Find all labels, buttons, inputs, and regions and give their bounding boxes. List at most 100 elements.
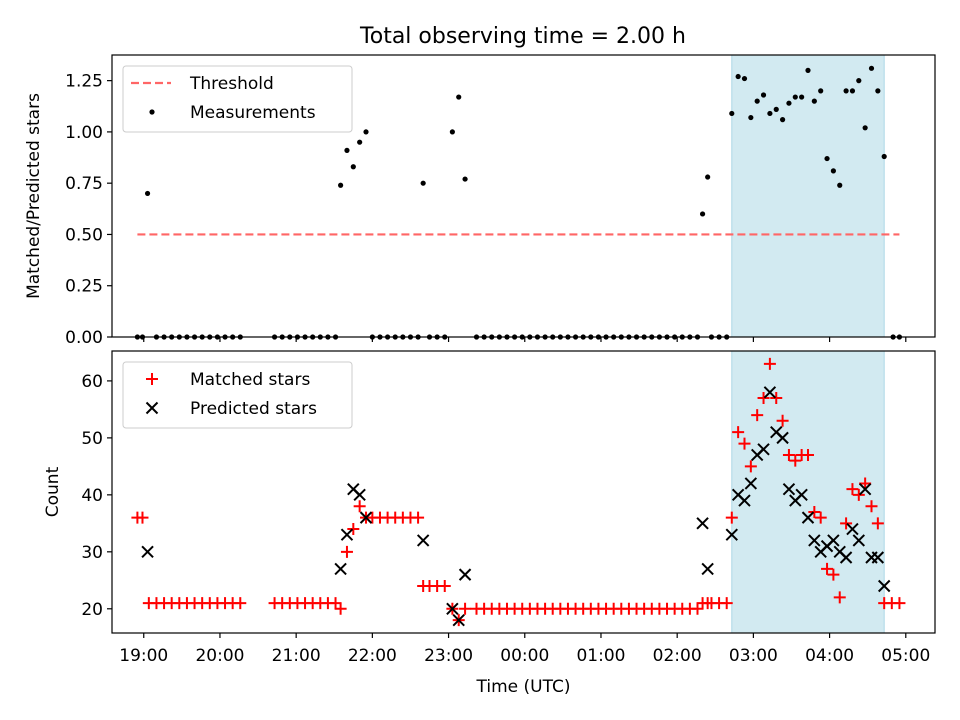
data-point (833, 591, 846, 604)
x-tick-label: 04:00 (805, 646, 854, 666)
data-point (799, 94, 805, 100)
legend-measurements-swatch (149, 109, 155, 115)
data-point (144, 190, 151, 197)
data-point (738, 494, 751, 507)
data-point (859, 477, 872, 490)
data-point (754, 98, 760, 104)
observing-window-shade (731, 54, 885, 338)
data-point (735, 73, 741, 80)
y-tick-label: 0.25 (65, 277, 103, 297)
y-tick-label: 20 (81, 600, 103, 620)
data-point (852, 534, 866, 547)
data-point (456, 94, 462, 100)
data-point (789, 454, 802, 467)
data-point (438, 580, 451, 592)
data-point (458, 568, 472, 581)
y-axis-label: Matched/Predicted stars (24, 93, 44, 299)
data-point (840, 517, 853, 530)
data-point (881, 153, 887, 160)
x-tick-label: 22:00 (348, 646, 397, 666)
data-point (340, 528, 354, 541)
data-point (824, 155, 830, 162)
y-axis-label: Count (43, 466, 63, 517)
data-point (699, 211, 706, 217)
data-point (865, 500, 878, 513)
data-point (763, 357, 776, 370)
data-point (234, 597, 247, 610)
data-point (837, 182, 843, 188)
data-point (776, 431, 789, 445)
x-tick-label: 05:00 (881, 646, 930, 666)
data-point (808, 534, 821, 547)
data-point (757, 392, 770, 404)
data-point (808, 505, 821, 518)
data-point (767, 110, 773, 117)
data-point (350, 164, 356, 170)
y-tick-label: 50 (81, 429, 103, 449)
data-point (805, 67, 811, 73)
data-point (738, 437, 751, 450)
data-point (363, 129, 369, 135)
data-point (782, 448, 795, 461)
y-tick-label: 60 (81, 372, 103, 392)
x-tick-label: 00:00 (500, 646, 549, 666)
data-point (782, 482, 796, 496)
data-point (725, 528, 738, 541)
axes-frame (111, 350, 936, 634)
data-point (830, 168, 836, 174)
data-point (751, 409, 764, 422)
data-point (871, 551, 885, 564)
legend: Matched stars Predicted stars (122, 361, 353, 429)
data-point (849, 88, 856, 94)
data-point (821, 562, 834, 575)
data-point (818, 88, 824, 94)
top-panel: 0.00 0.25 0.50 0.75 1.00 1.25 Matched/Predicte… (24, 54, 936, 348)
bottom-panel: 20 30 40 50 60 19:00 20:00 21:00 22:00 23:00 00:00… (43, 350, 936, 697)
data-point (741, 75, 748, 82)
data-point (757, 443, 770, 456)
data-point (691, 602, 704, 615)
legend-matched-swatch (146, 373, 158, 385)
data-point (449, 129, 455, 135)
data-point (725, 511, 738, 524)
data-point (452, 613, 465, 627)
data-point (893, 597, 906, 610)
x-tick-label: 20:00 (195, 646, 244, 666)
data-point (792, 94, 798, 100)
data-point (729, 110, 735, 117)
legend-entry-label: Predicted stars (190, 399, 317, 419)
data-point (748, 114, 754, 121)
data-point (459, 602, 472, 615)
x-tick-label: 21:00 (272, 646, 321, 666)
data-point (359, 511, 373, 524)
legend-box (122, 65, 353, 133)
data-point (763, 386, 777, 399)
y-tick-label: 0.50 (65, 225, 103, 245)
y-tick-label: 40 (81, 486, 103, 506)
data-point (701, 562, 714, 576)
data-point (811, 98, 817, 104)
data-point (347, 523, 360, 536)
data-point (141, 545, 154, 559)
data-point (801, 448, 814, 461)
data-point (329, 597, 342, 610)
data-point (705, 174, 711, 180)
y-tick-label: 0.75 (65, 174, 103, 194)
data-point (862, 125, 868, 131)
data-point (871, 517, 884, 530)
x-axis-label: Time (UTC) (476, 677, 571, 697)
data-point (843, 88, 849, 94)
data-point (344, 147, 350, 153)
data-point (744, 460, 757, 473)
y-tick-label: 1.00 (65, 123, 103, 143)
data-point (827, 534, 840, 547)
data-point (779, 117, 786, 123)
data-point (353, 488, 366, 502)
data-point (786, 100, 792, 106)
x-tick-label: 23:00 (424, 646, 473, 666)
data-point (852, 488, 865, 501)
data-point (839, 551, 853, 564)
data-point (136, 511, 149, 524)
data-point (357, 139, 363, 145)
